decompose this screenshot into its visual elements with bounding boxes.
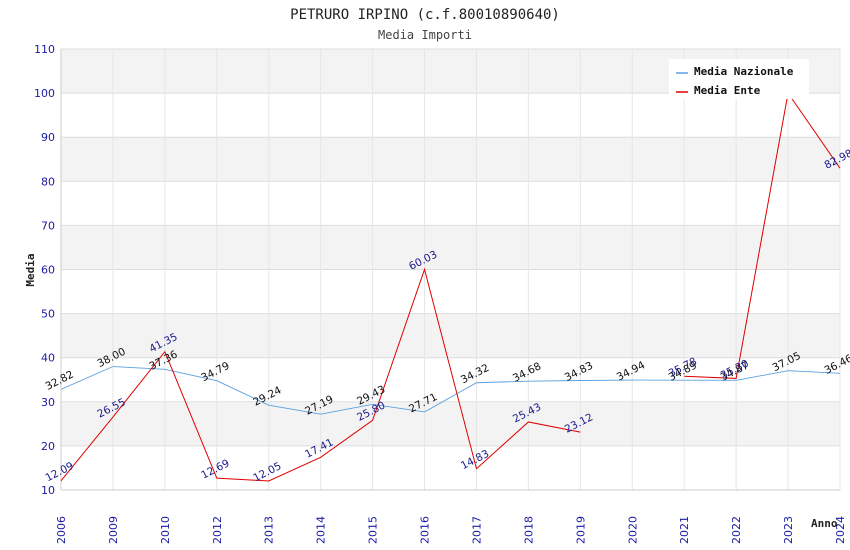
x-axis-ticks: 2006 2009 2010 2012 2013 2014 2015 2016 2017 2018… <box>55 516 847 544</box>
series-lines <box>60 91 841 482</box>
plot-band <box>61 313 840 358</box>
y-tick-label: 30 <box>41 396 55 409</box>
chart-subtitle: Media Importi <box>378 28 472 42</box>
y-tick-label: 40 <box>41 352 55 365</box>
y-tick-label: 20 <box>41 440 55 453</box>
x-tick-label: 2017 <box>470 516 483 544</box>
x-tick-label: 2023 <box>782 516 795 544</box>
y-tick-label: 60 <box>41 264 55 277</box>
y-tick-label: 50 <box>41 308 55 321</box>
y-tick-label: 70 <box>41 219 55 232</box>
x-tick-label: 2012 <box>211 516 224 544</box>
axes <box>60 49 840 491</box>
x-tick-label: 2024 <box>834 516 847 544</box>
plot-band <box>61 269 840 314</box>
x-tick-label: 2019 <box>574 516 587 544</box>
series-line-media-ente <box>684 91 841 379</box>
y-tick-label: 80 <box>41 175 55 188</box>
legend: Media Nazionale Media Ente <box>669 59 809 99</box>
series-line-media-ente <box>60 267 581 482</box>
y-axis-ticks: 10 20 30 40 50 60 70 80 90 100 110 <box>34 43 55 497</box>
y-tick-label: 110 <box>34 43 55 56</box>
x-tick-label: 2021 <box>678 516 691 544</box>
series-line-media-nazionale <box>60 366 841 415</box>
plot-band <box>61 357 840 402</box>
x-tick-label: 2015 <box>367 516 380 544</box>
x-tick-label: 2022 <box>730 516 743 544</box>
x-tick-label: 2006 <box>55 516 68 544</box>
x-tick-label: 2014 <box>315 516 328 544</box>
plot-band <box>61 225 840 270</box>
x-tick-label: 2010 <box>159 516 172 544</box>
plot-band <box>61 401 840 446</box>
plot-background <box>61 49 840 490</box>
x-tick-label: 2020 <box>626 516 639 544</box>
plot-band <box>61 137 840 182</box>
x-tick-label: 2016 <box>419 516 432 544</box>
y-tick-label: 10 <box>41 484 55 497</box>
y-axis-label: Media <box>24 253 37 286</box>
legend-box <box>669 59 809 99</box>
y-tick-label: 100 <box>34 87 55 100</box>
legend-label-media-ente: Media Ente <box>694 84 761 97</box>
plot-band <box>61 93 840 138</box>
plot-band <box>61 445 840 490</box>
x-tick-label: 2009 <box>107 516 120 544</box>
plot-band <box>61 181 840 226</box>
x-tick-label: 2013 <box>263 516 276 544</box>
legend-label-media-nazionale: Media Nazionale <box>694 65 794 78</box>
x-axis-label: Anno <box>811 517 838 530</box>
chart-title: PETRURO IRPINO (c.f.80010890640) <box>290 7 560 23</box>
x-tick-label: 2018 <box>522 516 535 544</box>
y-tick-label: 90 <box>41 131 55 144</box>
